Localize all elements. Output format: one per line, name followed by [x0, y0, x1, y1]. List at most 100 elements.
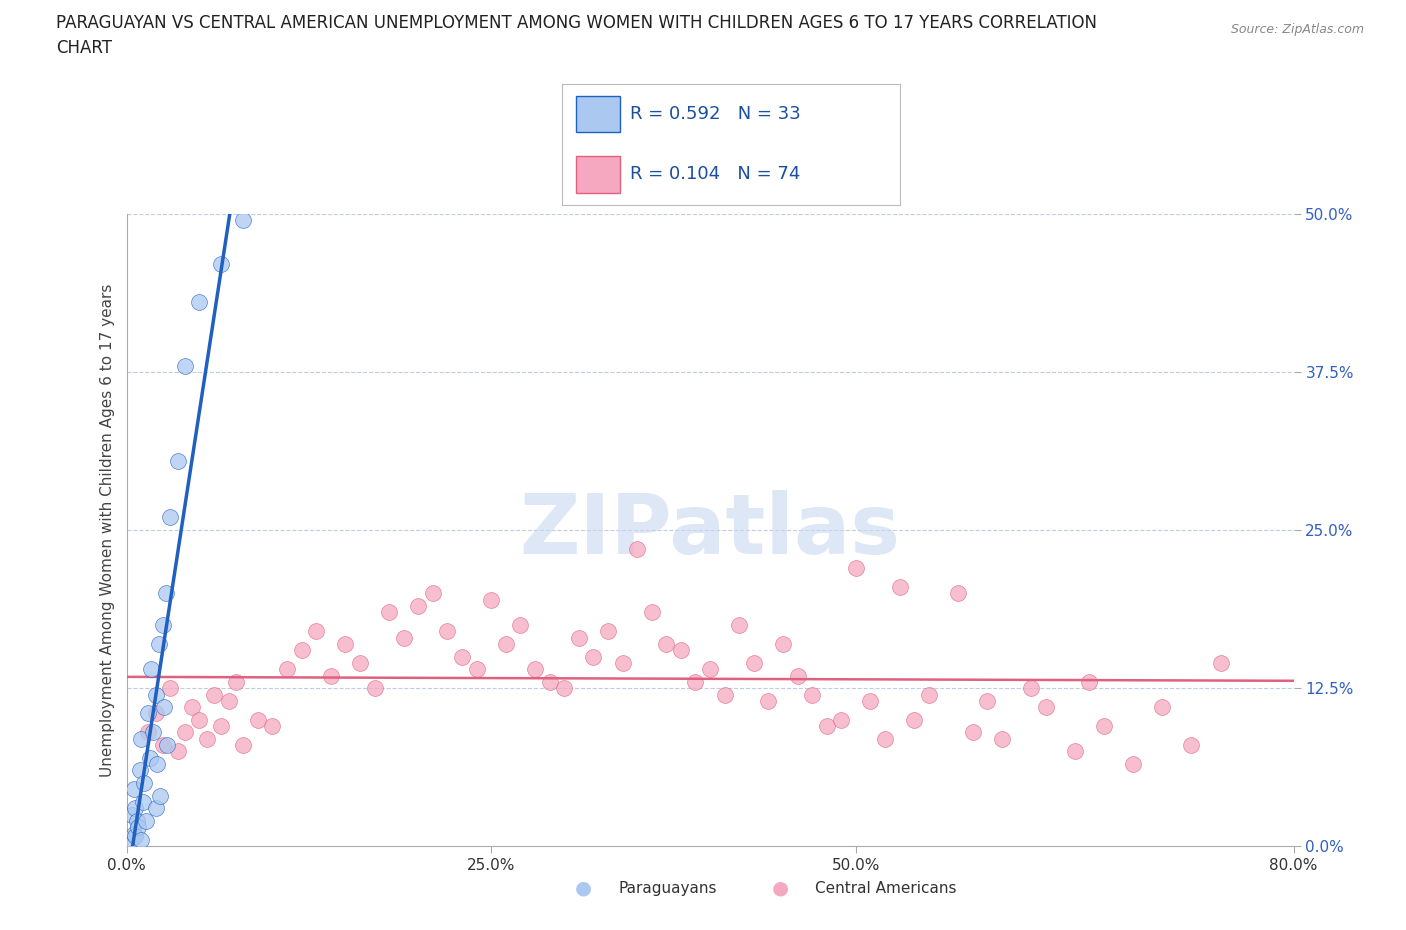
- Point: [188, 712, 211, 727]
- Text: Paraguayans: Paraguayans: [619, 881, 717, 896]
- Point: [146, 757, 169, 772]
- Point: [149, 789, 172, 804]
- Point: [209, 719, 232, 734]
- Point: [596, 624, 619, 639]
- Point: [148, 636, 170, 651]
- Point: [125, 814, 148, 829]
- Point: [166, 453, 188, 468]
- Point: [276, 662, 298, 677]
- Point: [756, 694, 779, 709]
- Point: [121, 807, 143, 822]
- FancyBboxPatch shape: [576, 156, 620, 193]
- Text: PARAGUAYAN VS CENTRAL AMERICAN UNEMPLOYMENT AMONG WOMEN WITH CHILDREN AGES 6 TO : PARAGUAYAN VS CENTRAL AMERICAN UNEMPLOYM…: [56, 14, 1097, 32]
- Text: R = 0.104   N = 74: R = 0.104 N = 74: [630, 166, 800, 183]
- Point: [1092, 719, 1115, 734]
- Point: [451, 649, 474, 664]
- Point: [524, 662, 547, 677]
- Point: [145, 801, 167, 816]
- Point: [1180, 737, 1202, 752]
- Point: [509, 618, 531, 632]
- Point: [152, 737, 174, 752]
- Point: [232, 213, 254, 228]
- Point: [131, 794, 153, 809]
- Point: [132, 776, 155, 790]
- Point: [918, 687, 941, 702]
- Point: [145, 706, 167, 721]
- Point: [129, 832, 152, 847]
- Point: [728, 618, 751, 632]
- Point: [830, 712, 852, 727]
- Point: [1035, 699, 1057, 714]
- Point: [641, 604, 664, 619]
- Text: CHART: CHART: [56, 39, 112, 57]
- Point: [166, 744, 188, 759]
- Point: [845, 561, 868, 576]
- Point: [465, 662, 488, 677]
- Point: [786, 668, 808, 683]
- Point: [142, 725, 165, 740]
- FancyBboxPatch shape: [576, 96, 620, 132]
- Point: [145, 687, 167, 702]
- Point: [378, 604, 401, 619]
- Point: [889, 579, 911, 594]
- Text: ●: ●: [772, 879, 789, 897]
- Point: [742, 656, 765, 671]
- Point: [479, 592, 502, 607]
- Point: [699, 662, 721, 677]
- Text: ZIPatlas: ZIPatlas: [520, 489, 900, 571]
- Point: [159, 510, 181, 525]
- Point: [1078, 674, 1101, 689]
- Point: [568, 631, 591, 645]
- Point: [122, 826, 145, 841]
- Point: [422, 586, 444, 601]
- Point: [626, 541, 648, 556]
- Point: [815, 719, 838, 734]
- Point: [120, 832, 142, 847]
- Point: [122, 782, 145, 797]
- Point: [1152, 699, 1174, 714]
- Point: [129, 731, 152, 746]
- Point: [246, 712, 269, 727]
- Point: [1019, 681, 1042, 696]
- Point: [128, 763, 150, 777]
- Point: [612, 656, 634, 671]
- Text: ●: ●: [575, 879, 592, 897]
- Y-axis label: Unemployment Among Women with Children Ages 6 to 17 years: Unemployment Among Women with Children A…: [100, 284, 115, 777]
- Point: [903, 712, 925, 727]
- Point: [138, 725, 160, 740]
- Point: [538, 674, 561, 689]
- Point: [155, 586, 177, 601]
- Point: [946, 586, 969, 601]
- Point: [363, 681, 385, 696]
- Point: [990, 731, 1012, 746]
- Point: [159, 681, 181, 696]
- Point: [124, 829, 146, 844]
- Point: [174, 358, 197, 373]
- Point: [553, 681, 575, 696]
- Point: [127, 820, 149, 835]
- Point: [319, 668, 342, 683]
- Point: [408, 599, 430, 614]
- Point: [1063, 744, 1085, 759]
- Point: [141, 662, 163, 677]
- Point: [305, 624, 328, 639]
- Point: [349, 656, 371, 671]
- Point: [582, 649, 605, 664]
- Point: [202, 687, 225, 702]
- Point: [152, 618, 174, 632]
- Text: R = 0.592   N = 33: R = 0.592 N = 33: [630, 105, 800, 123]
- Point: [1122, 757, 1144, 772]
- Point: [859, 694, 882, 709]
- Point: [225, 674, 247, 689]
- Point: [436, 624, 458, 639]
- Point: [685, 674, 707, 689]
- Point: [195, 731, 218, 746]
- Point: [139, 751, 162, 765]
- Point: [713, 687, 735, 702]
- Text: Central Americans: Central Americans: [815, 881, 957, 896]
- Point: [209, 257, 232, 272]
- Point: [153, 699, 176, 714]
- Point: [772, 636, 794, 651]
- Point: [262, 719, 284, 734]
- Point: [669, 643, 692, 658]
